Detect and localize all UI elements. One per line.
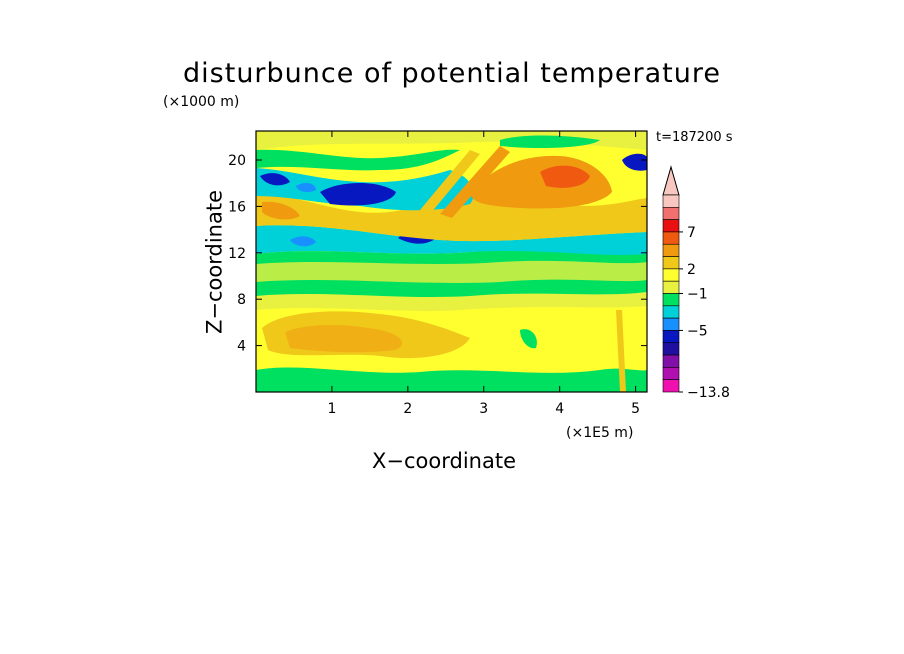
colorbar-label: 7 [687, 225, 696, 241]
colorbar-label: −5 [687, 323, 708, 339]
colorbar-arrow [662, 165, 680, 196]
plot-frame [255, 130, 648, 393]
x-tick-label: 1 [327, 401, 336, 417]
colorbar-label: −1 [687, 287, 708, 303]
colorbar-swatch [662, 367, 680, 380]
y-axis-ticks: 4 8 12 16 20 [228, 153, 647, 355]
x-axis-unit: (×1E5 m) [566, 425, 634, 441]
colorbar-swatch [662, 194, 680, 208]
colorbar-swatch [662, 379, 680, 393]
y-tick-label: 8 [237, 292, 246, 308]
colorbar-swatch [662, 342, 680, 356]
colorbar: 7 2 −1 −5 −13.8 [662, 165, 730, 401]
colorbar-label: −13.8 [687, 385, 730, 401]
colorbar-swatch [662, 317, 680, 331]
colorbar-swatch [662, 305, 680, 319]
y-tick-label: 16 [228, 199, 246, 215]
colorbar-swatch [662, 293, 680, 307]
x-axis-label: X−coordinate [372, 449, 516, 473]
colorbar-swatch [662, 354, 680, 368]
colorbar-swatch [662, 243, 680, 257]
y-tick-label: 4 [237, 339, 246, 355]
y-tick-label: 20 [228, 153, 246, 169]
x-tick-label: 2 [403, 401, 412, 417]
colorbar-swatch [662, 280, 680, 294]
y-axis-unit: (×1000 m) [163, 94, 240, 110]
time-label: t=187200 s [656, 130, 733, 145]
y-tick-label: 12 [228, 246, 246, 262]
chart-title: disturbunce of potential temperature [183, 58, 721, 89]
colorbar-label: 2 [687, 262, 696, 278]
colorbar-swatch [662, 330, 680, 344]
x-tick-label: 5 [631, 401, 640, 417]
contour-field [256, 131, 647, 392]
colorbar-swatch [662, 219, 680, 233]
colorbar-swatch [662, 207, 680, 220]
x-tick-label: 4 [555, 401, 564, 417]
y-axis-label: Z−coordinate [202, 190, 227, 334]
colorbar-swatch [662, 268, 680, 282]
x-tick-label: 3 [479, 401, 488, 417]
colorbar-swatch [662, 256, 680, 270]
x-axis-ticks: 1 2 3 4 5 [327, 131, 640, 417]
colorbar-swatch [662, 231, 680, 245]
